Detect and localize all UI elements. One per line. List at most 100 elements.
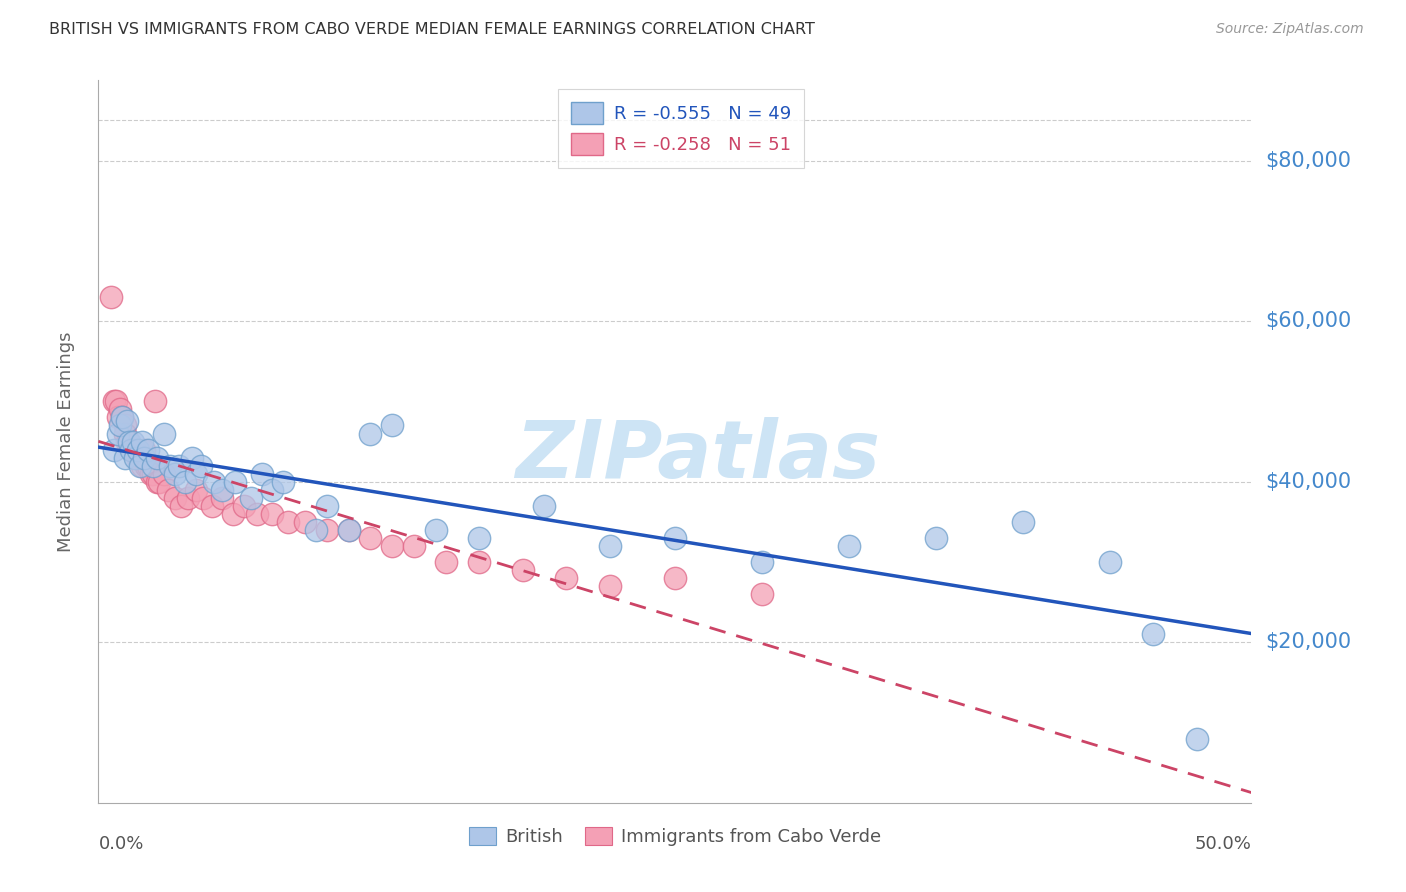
Point: [100, 290, 122, 304]
Point: [277, 515, 299, 529]
Point: [148, 475, 170, 489]
Point: [127, 450, 149, 465]
Point: [222, 507, 245, 521]
Point: [176, 491, 198, 505]
Point: [107, 410, 129, 425]
Point: [170, 499, 193, 513]
Point: [273, 475, 295, 489]
Point: [246, 507, 269, 521]
Point: [186, 483, 208, 497]
Point: [262, 483, 284, 497]
Point: [664, 571, 686, 585]
Point: [1098, 555, 1121, 569]
Point: [108, 418, 131, 433]
Point: [139, 467, 162, 481]
Point: [181, 450, 204, 465]
Point: [468, 555, 491, 569]
Point: [122, 442, 145, 457]
Point: [146, 450, 169, 465]
Point: [131, 458, 153, 473]
Point: [751, 587, 773, 601]
Text: BRITISH VS IMMIGRANTS FROM CABO VERDE MEDIAN FEMALE EARNINGS CORRELATION CHART: BRITISH VS IMMIGRANTS FROM CABO VERDE ME…: [49, 22, 815, 37]
Point: [115, 434, 138, 449]
Point: [381, 418, 404, 433]
Point: [163, 467, 186, 481]
Point: [138, 458, 160, 473]
Point: [131, 434, 153, 449]
Point: [135, 458, 157, 473]
Point: [315, 523, 337, 537]
Point: [146, 475, 169, 489]
Point: [250, 467, 273, 481]
Point: [132, 450, 155, 465]
Text: $80,000: $80,000: [1265, 151, 1351, 170]
Point: [124, 450, 146, 465]
Point: [211, 483, 233, 497]
Point: [468, 531, 491, 545]
Point: [107, 426, 129, 441]
Point: [152, 467, 174, 481]
Point: [599, 579, 621, 593]
Text: $40,000: $40,000: [1265, 472, 1351, 491]
Point: [512, 563, 534, 577]
Point: [127, 442, 149, 457]
Point: [402, 539, 425, 553]
Point: [114, 450, 136, 465]
Point: [533, 499, 555, 513]
Point: [359, 426, 381, 441]
Point: [108, 402, 131, 417]
Text: $20,000: $20,000: [1265, 632, 1351, 652]
Point: [128, 458, 150, 473]
Point: [381, 539, 404, 553]
Point: [114, 418, 136, 433]
Point: [211, 491, 233, 505]
Point: [124, 442, 146, 457]
Point: [599, 539, 621, 553]
Point: [191, 491, 214, 505]
Point: [555, 571, 578, 585]
Point: [122, 434, 145, 449]
Point: [142, 467, 165, 481]
Point: [1012, 515, 1035, 529]
Point: [163, 491, 186, 505]
Point: [120, 442, 142, 457]
Point: [1142, 627, 1164, 641]
Point: [233, 499, 256, 513]
Point: [167, 458, 190, 473]
Point: [128, 450, 150, 465]
Point: [103, 442, 125, 457]
Point: [751, 555, 773, 569]
Y-axis label: Median Female Earnings: Median Female Earnings: [56, 331, 75, 552]
Point: [115, 414, 138, 428]
Point: [436, 555, 458, 569]
Point: [159, 458, 181, 473]
Point: [664, 531, 686, 545]
Point: [142, 458, 165, 473]
Point: [359, 531, 381, 545]
Legend: British, Immigrants from Cabo Verde: British, Immigrants from Cabo Verde: [464, 822, 886, 852]
Point: [114, 426, 136, 441]
Point: [111, 410, 134, 425]
Point: [305, 523, 328, 537]
Point: [103, 394, 125, 409]
Point: [262, 507, 284, 521]
Text: Source: ZipAtlas.com: Source: ZipAtlas.com: [1216, 22, 1364, 37]
Point: [425, 523, 447, 537]
Point: [174, 475, 197, 489]
Point: [1185, 731, 1208, 746]
Text: $60,000: $60,000: [1265, 311, 1351, 331]
Point: [186, 467, 208, 481]
Point: [337, 523, 360, 537]
Point: [152, 426, 174, 441]
Point: [132, 442, 155, 457]
Point: [118, 434, 141, 449]
Point: [200, 499, 222, 513]
Point: [337, 523, 360, 537]
Point: [224, 475, 246, 489]
Point: [294, 515, 316, 529]
Point: [143, 394, 166, 409]
Point: [190, 458, 212, 473]
Point: [138, 442, 160, 457]
Point: [239, 491, 262, 505]
Point: [315, 499, 337, 513]
